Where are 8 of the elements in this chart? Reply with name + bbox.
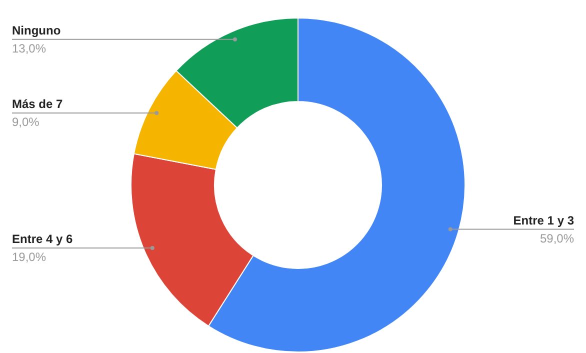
data-label: 9,0% <box>12 114 40 129</box>
slice-label: Más de 7 <box>12 96 64 111</box>
slice-label: Entre 1 y 3 <box>513 213 574 228</box>
data-label: 59,0% <box>540 231 574 246</box>
data-label: 19,0% <box>12 250 46 264</box>
slice-label: Ninguno <box>12 23 61 38</box>
data-label: 13,0% <box>12 41 46 56</box>
slice-label: Entre 4 y 6 <box>12 232 74 246</box>
